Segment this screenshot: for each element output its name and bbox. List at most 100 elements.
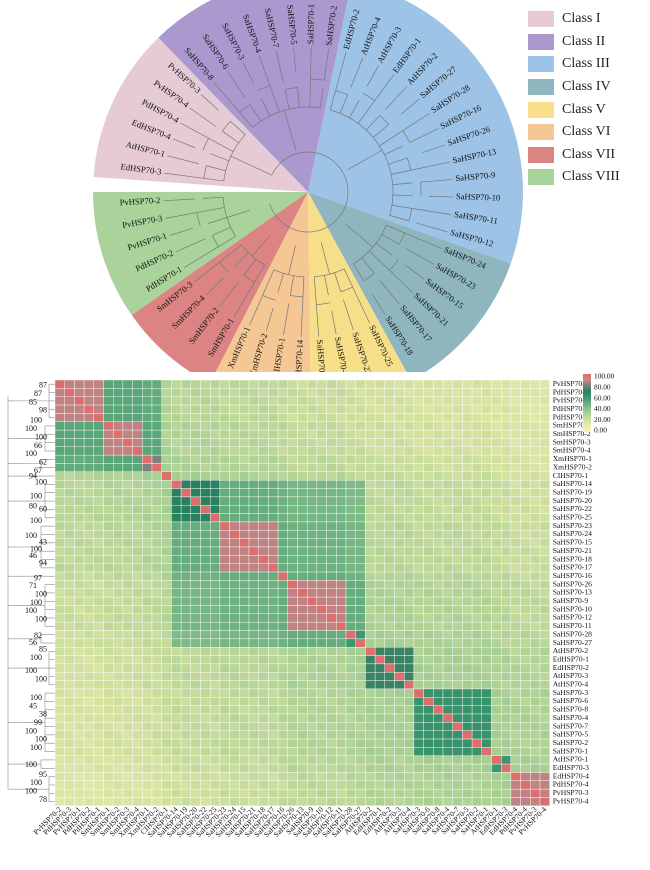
heatmap-cell (501, 747, 512, 756)
heatmap-cell (180, 588, 192, 598)
heatmap-cell (355, 413, 366, 422)
heatmap-cell (209, 555, 221, 564)
heatmap-cell (151, 713, 162, 723)
bootstrap-label: 100 (35, 735, 47, 744)
heatmap-cell (491, 722, 502, 731)
heatmap-cell (112, 655, 124, 665)
heatmap-cell (239, 555, 250, 564)
heatmap-cell (520, 763, 531, 773)
heatmap-cell (268, 404, 279, 414)
heatmap-cell (423, 680, 434, 690)
heatmap-cell (365, 421, 376, 431)
heatmap-cell (413, 580, 424, 589)
heatmap-cell (374, 630, 386, 640)
heatmap-cell (132, 546, 143, 556)
heatmap-cell (219, 680, 230, 690)
tree-branch (329, 90, 336, 111)
heatmap-cell (277, 672, 289, 681)
heatmap-cell (112, 471, 124, 481)
heatmap-cell (171, 688, 182, 698)
heatmap-cell (345, 672, 356, 681)
heatmap-cell (142, 763, 153, 773)
heatmap-cell (239, 772, 250, 782)
heatmap-cell (510, 738, 521, 748)
heatmap-cell (171, 413, 182, 422)
heatmap-cell (365, 605, 376, 614)
bootstrap-label: 100 (30, 743, 42, 752)
heatmap-cell (219, 571, 230, 581)
heatmap-cell (190, 680, 201, 690)
heatmap-cell (481, 513, 492, 523)
heatmap-cell (539, 379, 550, 389)
heatmap-cell (93, 655, 104, 665)
leaf-branch (205, 277, 224, 296)
heatmap-cell (413, 379, 424, 389)
heatmap-cell (219, 421, 230, 431)
heatmap-cell (326, 763, 337, 773)
heatmap-cell (423, 672, 434, 681)
heatmap-cell (112, 697, 124, 706)
heatmap-cell (277, 513, 289, 523)
heatmap-cell (122, 647, 133, 656)
heatmap-cell (374, 672, 386, 681)
heatmap-cell (336, 747, 347, 756)
heatmap-cell (132, 697, 143, 706)
heatmap-cell (132, 479, 143, 489)
heatmap-cell (122, 463, 133, 473)
heatmap-cell (132, 605, 143, 614)
heatmap-cell (132, 454, 143, 464)
heatmap-cell (122, 446, 133, 456)
heatmap-cell (277, 555, 289, 564)
heatmap-cell (258, 505, 269, 514)
heatmap-cell (151, 747, 162, 756)
clade-sector (308, 192, 511, 372)
heatmap-cell (64, 663, 75, 673)
heatmap-cell (404, 596, 415, 606)
heatmap-cell (452, 479, 463, 489)
bootstrap-label: 100 (25, 424, 37, 433)
heatmap-cell (54, 496, 65, 506)
heatmap-cell (316, 555, 327, 564)
heatmap-cell (151, 563, 162, 573)
heatmap-cell (423, 638, 434, 648)
heatmap-cell (239, 471, 250, 481)
heatmap-cell (433, 663, 444, 673)
heatmap-cell (132, 613, 143, 623)
legend-item: Class II (528, 31, 646, 54)
row-label: SaHSP70-4 (553, 713, 589, 722)
heatmap-cell (258, 638, 269, 648)
heatmap-cell (64, 454, 75, 464)
heatmap-cell (122, 479, 133, 489)
heatmap-cell (394, 780, 405, 790)
heatmap-cell (394, 596, 405, 606)
heatmap-cell (355, 647, 366, 656)
heatmap-cell (365, 404, 376, 414)
heatmap-cell (365, 454, 376, 464)
heatmap-cell (268, 772, 279, 782)
heatmap-cell (539, 479, 550, 489)
heatmap-cell (74, 697, 85, 706)
heatmap-cell (384, 672, 395, 681)
heatmap-cell (365, 638, 376, 648)
bootstrap-label: 100 (30, 492, 42, 501)
heatmap-cell (336, 454, 347, 464)
heatmap-cell (491, 505, 502, 514)
heatmap-cell (239, 738, 250, 748)
heatmap-cell (297, 463, 308, 473)
heatmap-cell (132, 788, 143, 798)
heatmap-cell (74, 580, 85, 589)
heatmap-cell (74, 379, 85, 389)
heatmap-cell (54, 663, 65, 673)
heatmap-cell (384, 438, 395, 447)
heatmap-cell (481, 638, 492, 648)
heatmap-cell (462, 788, 473, 798)
heatmap-cell (171, 780, 182, 790)
heatmap-cell (297, 605, 308, 614)
heatmap-cell (471, 730, 483, 740)
heatmap-cell (161, 479, 172, 489)
heatmap-cell (539, 429, 550, 439)
heatmap-cell (151, 488, 162, 498)
heatmap-cell (219, 605, 230, 614)
heatmap-cell (219, 446, 230, 456)
heatmap-cell (64, 655, 75, 665)
